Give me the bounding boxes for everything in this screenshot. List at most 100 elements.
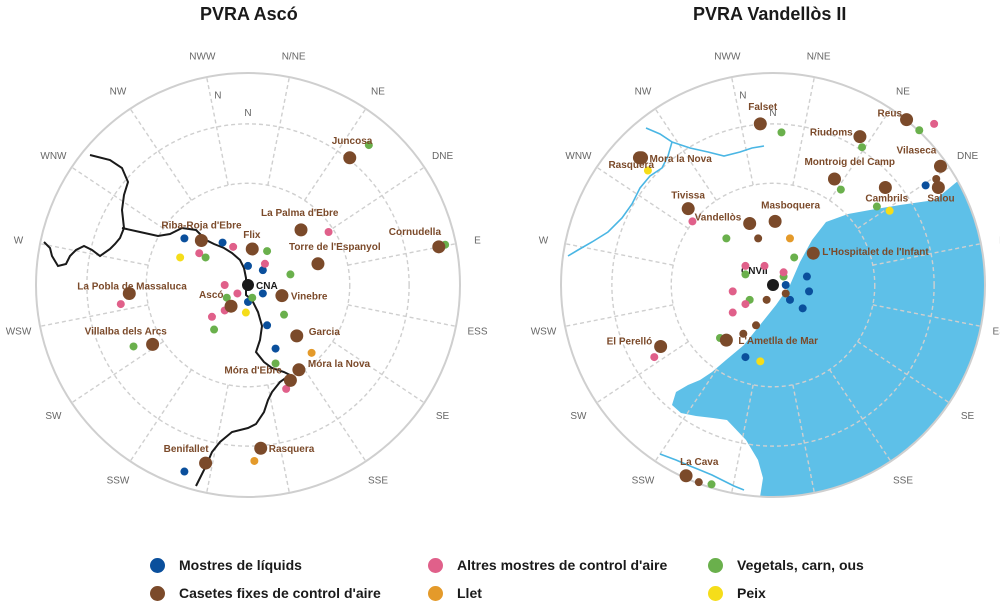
direction-label-nww: NWW: [189, 51, 216, 62]
town-label-l-hospitalet-de-l-infant: L'Hospitalet de l'Infant: [822, 247, 929, 258]
sample-air: [779, 268, 788, 277]
station-cornudella: [432, 240, 446, 254]
direction-label-wsw: WSW: [6, 327, 32, 338]
direction-label-nww: NWW: [714, 51, 741, 62]
direction-label-ess: ESS: [992, 327, 1000, 338]
sample-vegetal: [248, 293, 257, 302]
station-vandellos: [743, 217, 757, 231]
sample-stations: [694, 478, 703, 487]
sample-vegetal: [271, 359, 280, 368]
sector-line: [857, 340, 950, 404]
station-l-ametlla-de-mar: [719, 333, 733, 347]
sample-points: [116, 119, 945, 489]
legend-label-stations: Casetes fixes de control d'aire: [179, 585, 381, 601]
sample-liquids: [785, 295, 794, 304]
distance-ring: [611, 123, 935, 447]
station-rasquera: [254, 441, 268, 455]
sector-line: [654, 369, 718, 462]
direction-label-sse: SSE: [893, 476, 913, 487]
sample-vegetal: [263, 247, 272, 256]
outer-ring: [35, 72, 461, 498]
sample-vegetal: [722, 234, 731, 243]
direction-label-n: N: [739, 90, 746, 101]
sample-air: [207, 312, 216, 321]
town-label-rasquera: Rasquera: [269, 444, 315, 455]
sample-liquids: [798, 304, 807, 313]
sample-liquids: [781, 281, 790, 289]
station-villalba-dels-arcs: [146, 337, 160, 351]
sector-line: [654, 108, 718, 201]
sector-line: [347, 304, 457, 328]
sample-vegetal: [790, 253, 799, 262]
station-reus: [900, 113, 914, 127]
rivers: [43, 127, 765, 491]
sample-air: [688, 217, 697, 226]
sector-line: [792, 76, 816, 186]
distance-ring: [670, 182, 876, 388]
legend-label-liquids: Mostres de líquids: [179, 557, 302, 573]
legend-item-fish: Peix: [708, 585, 766, 601]
sector-line: [303, 369, 367, 462]
direction-label-n-ne: N/NE: [807, 51, 831, 62]
direction-label-se: SE: [961, 411, 975, 422]
sample-stations: [739, 329, 748, 338]
sample-air: [324, 228, 333, 236]
compass-grid-asco: [35, 72, 461, 498]
sample-milk: [785, 234, 794, 243]
sector-line: [267, 384, 291, 494]
town-label-reus: Reus: [878, 109, 903, 120]
direction-label-wnw: WNW: [565, 151, 592, 162]
distance-ring: [86, 123, 410, 447]
station-benifallet: [199, 456, 213, 470]
direction-label-w: W: [539, 235, 549, 246]
sample-air: [728, 308, 737, 317]
station-vilaseca: [933, 159, 947, 173]
legend-item-milk: Llet: [428, 585, 482, 601]
legend-item-stations: Casetes fixes de control d'aire: [150, 585, 381, 601]
town-label-riudoms: Riudoms: [810, 128, 853, 139]
sample-vegetal: [836, 185, 845, 194]
town-labels: Juncosa La Palma d'Ebre Cornudella Riba-Roj…: [77, 102, 954, 468]
legend-swatch-vegetal: [708, 557, 723, 573]
sample-liquids: [805, 287, 814, 296]
direction-label-n: N: [214, 90, 221, 101]
town-label-cornudella: Cornudella: [389, 227, 442, 238]
town-label-garcia: Garcia: [309, 327, 341, 338]
sector-line: [332, 166, 425, 230]
river-blue-south: [659, 453, 745, 491]
station-cambrils: [878, 180, 892, 194]
outer-ring: [560, 72, 986, 498]
town-points: [122, 113, 947, 483]
station-tivissa: [681, 202, 695, 216]
sample-liquids: [741, 353, 750, 362]
direction-label-nw: NW: [110, 86, 127, 97]
town-label-la-cava: La Cava: [680, 457, 719, 468]
legend-item-liquids: Mostres de líquids: [150, 557, 302, 573]
sector-line: [564, 242, 674, 266]
town-label-torre-de-l-espanyol: Torre de l'Espanyol: [289, 242, 381, 253]
sea-area: [672, 120, 985, 497]
map-title-vandellos: PVRA Vandellòs II: [693, 4, 847, 24]
station-falset: [753, 117, 767, 131]
station-juncosa: [343, 151, 357, 165]
town-label-la-pobla-de-massaluca: La Pobla de Massaluca: [77, 281, 187, 292]
direction-label-ssw: SSW: [107, 476, 130, 487]
town-label-asco: Ascó: [199, 290, 223, 301]
sector-line: [39, 304, 149, 328]
direction-label-n-inner: N: [244, 108, 251, 119]
town-label-flix: Flix: [243, 230, 261, 241]
sample-air: [116, 300, 125, 309]
town-label-vilaseca: Vilaseca: [896, 145, 936, 156]
sample-liquids: [258, 266, 267, 275]
sample-vegetal: [915, 126, 924, 135]
station-masboquera: [768, 214, 782, 228]
direction-label-nw: NW: [635, 86, 652, 97]
sample-air: [728, 287, 737, 296]
sector-line: [205, 76, 229, 186]
sample-vegetal: [129, 342, 138, 351]
legend-label-fish: Peix: [737, 585, 766, 601]
sample-vegetal: [201, 253, 210, 262]
sector-line: [828, 369, 892, 462]
sample-milk: [307, 348, 316, 357]
sample-vegetal: [280, 310, 289, 319]
